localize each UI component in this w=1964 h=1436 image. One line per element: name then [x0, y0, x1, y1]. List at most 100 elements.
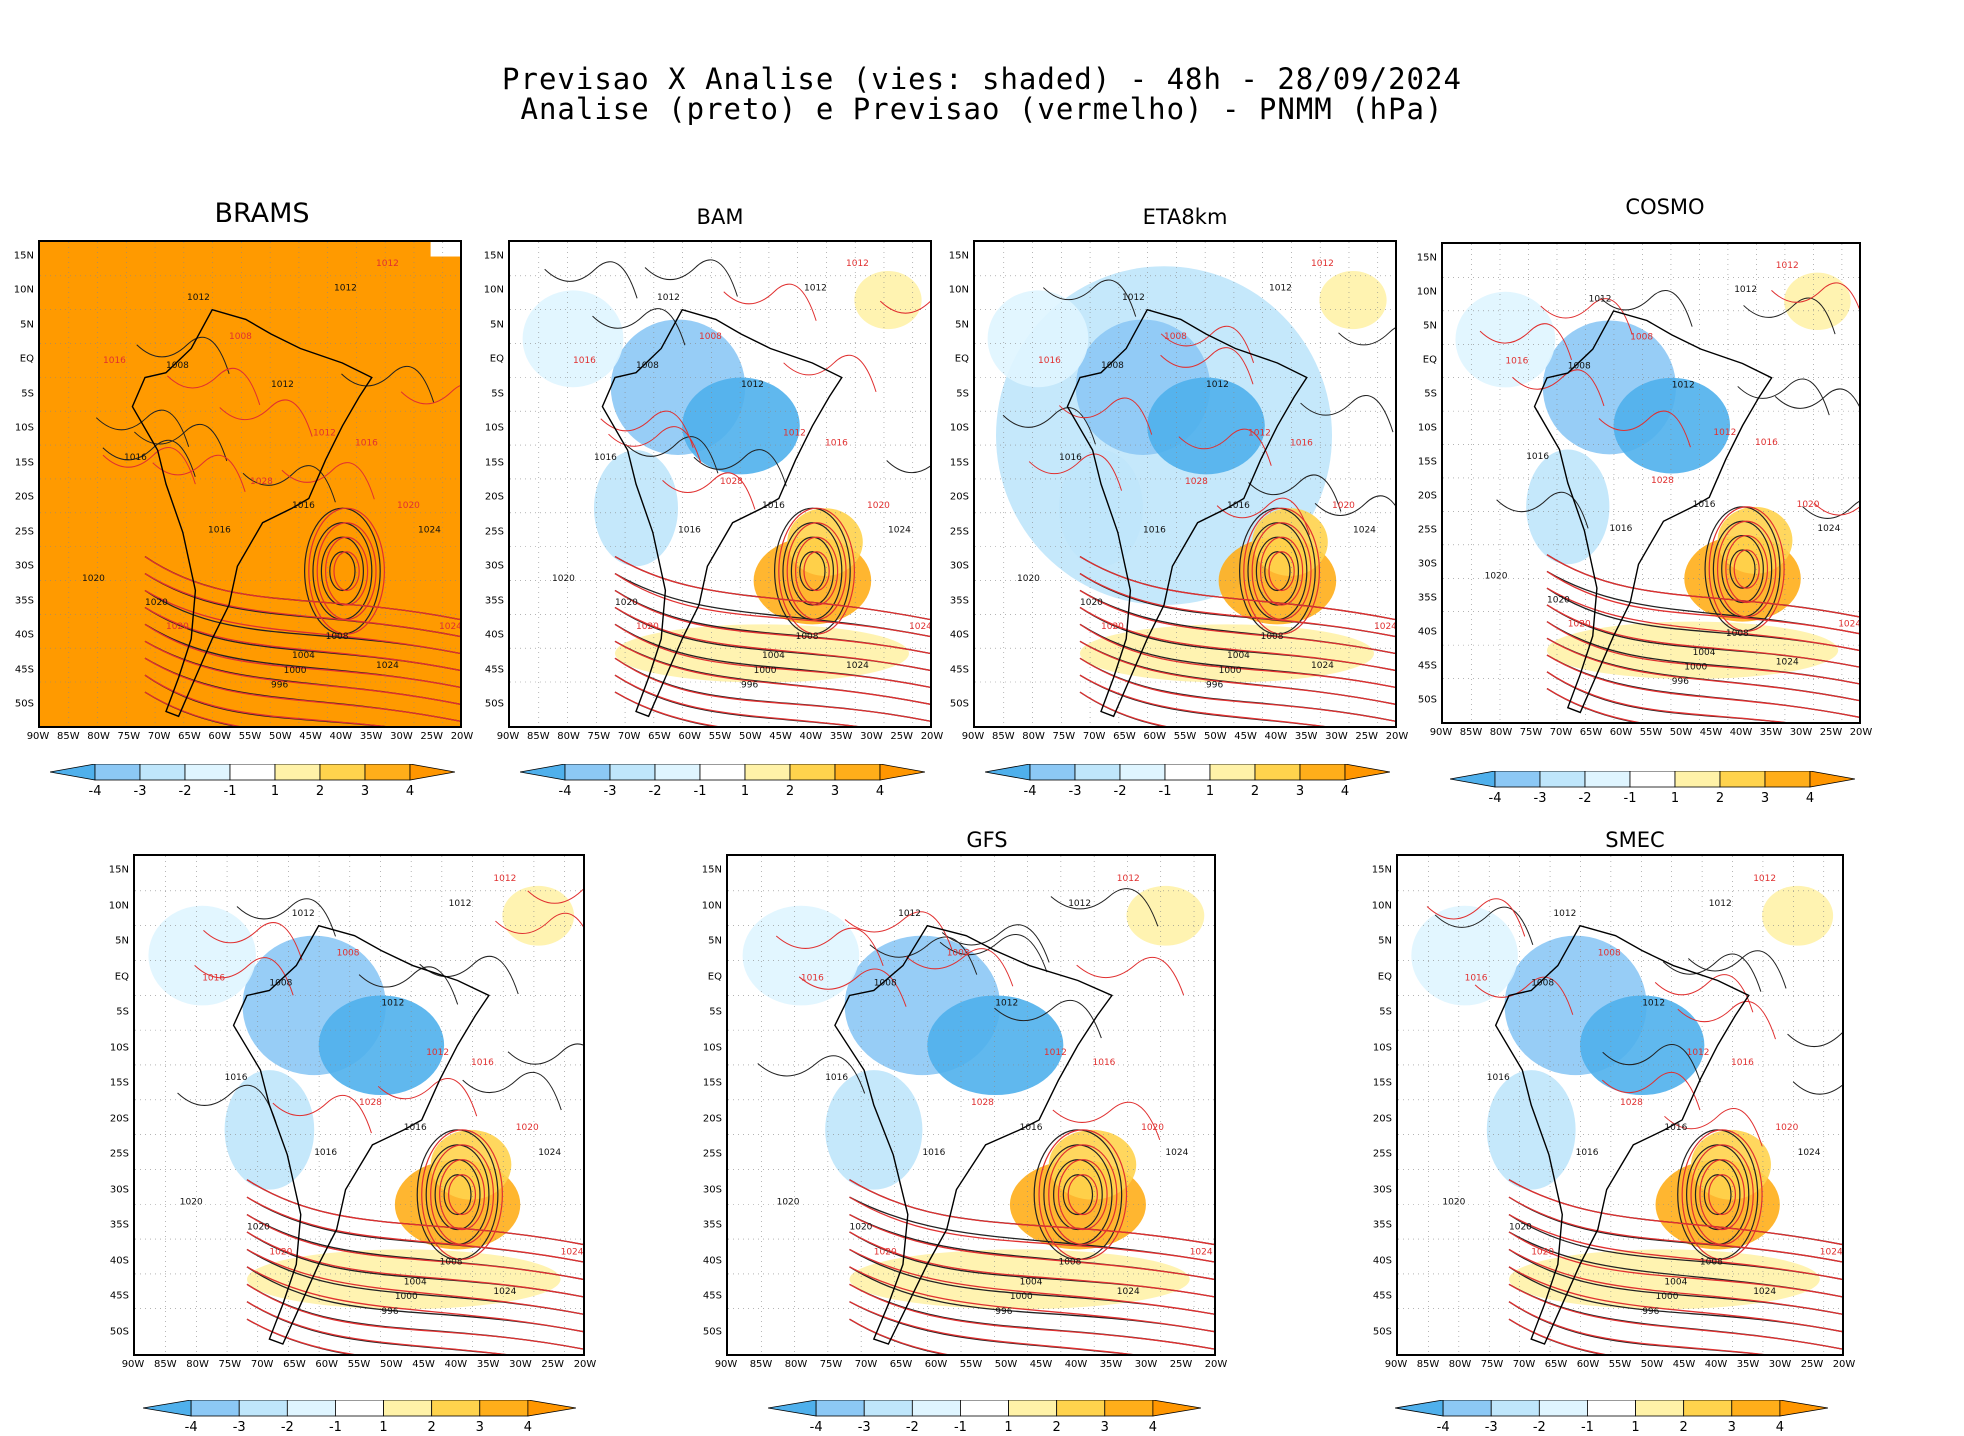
isobar-line	[1052, 1101, 1161, 1141]
low-pressure-isobar	[1048, 1144, 1118, 1246]
isobar-label: 1024	[1776, 658, 1799, 668]
longitude-tick-label: 30W	[390, 731, 413, 742]
bias-shading-area	[742, 905, 860, 1006]
longitude-tick-label: 70W	[617, 731, 641, 742]
bias-shading-area	[594, 450, 678, 567]
longitude-tick-label: 85W	[56, 731, 80, 742]
longitude-tick-label: 55W	[347, 1359, 371, 1370]
colorbar-segment	[190, 1399, 240, 1417]
longitude-tick-label: 35W	[1736, 1359, 1760, 1370]
longitude-tick-label: 90W	[26, 731, 50, 742]
isobar-line	[144, 657, 460, 722]
colorbar-segment	[1683, 1399, 1733, 1417]
longitude-tick-label: 45W	[412, 1359, 435, 1370]
isobar-line	[219, 399, 313, 437]
colorbar-segment	[1209, 763, 1256, 781]
map-panel-smec: 1012 1008 1012 1016 1020 1024 1016 1008 1004 1000…	[1396, 854, 1844, 1356]
isobar-line	[507, 1043, 583, 1065]
colorbar-tick-label: -1	[1623, 791, 1637, 806]
isobar-label: 1008	[1598, 949, 1621, 959]
isobar-label: 1028	[359, 1098, 382, 1108]
isobar-line	[95, 409, 190, 447]
isobar-line	[1508, 1231, 1842, 1298]
south-america-coastline	[1494, 924, 1750, 1345]
longitude-tick-label: 50W	[1203, 731, 1227, 742]
isobar-line	[1546, 637, 1859, 702]
colorbar-segment	[834, 763, 881, 781]
low-pressure-isobar	[795, 536, 839, 606]
low-pressure-isobar	[1725, 534, 1769, 604]
colorbar-boxes	[1449, 770, 1856, 788]
colorbar-boxes	[984, 763, 1391, 781]
isobar-label: 1020	[1568, 619, 1591, 629]
latitude-tick-label: 50S	[109, 1326, 129, 1338]
isobar-label: 1020	[552, 574, 575, 584]
map-panel-unnamed: 1012 1008 1012 1016 1020 1024 1016 1008 1004 1000…	[133, 854, 585, 1356]
isobar-label: 1008	[947, 949, 970, 959]
low-pressure-isobar	[439, 1159, 486, 1231]
latitude-tick-label: 50S	[949, 698, 969, 710]
isobar-line	[102, 447, 196, 485]
longitude-tick-label: 80W	[784, 1359, 808, 1370]
isobar-line	[1076, 956, 1185, 996]
latitude-axis: 15N 10N 5N EQ 5S 10S 15S 20S 25S 30S 35S 40S 45S 50S	[1356, 854, 1392, 1356]
colorbar-tick-label: 1	[1004, 1420, 1013, 1435]
isobar-line	[1546, 570, 1859, 635]
latitude-tick-label: 10S	[1372, 1042, 1392, 1054]
colorbar-tick-label: -2	[1113, 784, 1127, 799]
longitude-tick-label: 65W	[1113, 731, 1136, 742]
latitude-tick-label: 25S	[1372, 1148, 1392, 1160]
isobar-label: 1020	[82, 574, 105, 584]
colorbar-segment	[1254, 763, 1301, 781]
low-pressure-isobar	[1243, 507, 1321, 635]
isobar-label: 1012	[493, 874, 516, 884]
map-canvas: 1012 1008 1012 1016 1020 1024 1016 1008 1004 1000…	[135, 856, 583, 1354]
colorbar-tick-label: -1	[1158, 784, 1172, 799]
isobar-label: 1016	[1093, 1058, 1116, 1068]
isobar-label: 1020	[777, 1198, 800, 1208]
latitude-tick-label: 35S	[1372, 1219, 1392, 1231]
isobar-label: 1008	[1101, 361, 1124, 371]
colorbar-tick-label: -3	[1068, 784, 1082, 799]
longitude-tick-label: 20W	[920, 731, 944, 742]
isobar-line	[614, 691, 719, 726]
isobar-label: 1012	[783, 429, 806, 439]
isobar-label: 1016	[1755, 438, 1778, 448]
low-pressure-isobar	[1057, 1159, 1108, 1231]
isobar-label: 1012	[1206, 380, 1229, 390]
isobar-label: 1024	[1311, 661, 1334, 671]
low-pressure-isobar	[799, 551, 826, 592]
isobar-label: 996	[1672, 677, 1689, 687]
colorbar-tick-label: 1	[270, 784, 280, 799]
longitude-tick-label: 30W	[509, 1359, 532, 1370]
longitude-tick-label: 35W	[1294, 731, 1318, 742]
isobar-label: 1016	[202, 974, 225, 984]
latitude-tick-label: 5N	[115, 935, 129, 947]
low-pressure-isobar	[1729, 549, 1756, 589]
isobar-line	[1546, 654, 1859, 718]
longitude-tick-label: 45W	[299, 731, 322, 742]
longitude-tick-label: 45W	[769, 731, 792, 742]
isobar-label: 1012	[1269, 283, 1292, 293]
longitude-tick-label: 90W	[1384, 1359, 1408, 1370]
isobar-label: 1016	[1505, 357, 1528, 367]
isobar-label: 1008	[326, 632, 349, 642]
isobar-label: 1012	[1734, 285, 1757, 295]
low-pressure-isobar	[1690, 1144, 1754, 1246]
isobar-line	[1743, 297, 1836, 335]
longitude-tick-label: 25W	[420, 731, 444, 742]
longitude-tick-label: 50W	[268, 731, 292, 742]
longitude-axis: 90W 85W 80W 75W 70W 65W 60W 55W 50W 45W 40W 35W 30W 2…	[27, 731, 474, 745]
longitude-tick-label: 35W	[476, 1359, 500, 1370]
isobar-label: 1024	[1753, 1287, 1776, 1297]
isobar-line	[1813, 502, 1859, 516]
latitude-tick-label: 25S	[484, 526, 504, 538]
isobar-label: 1024	[418, 525, 441, 535]
longitude-tick-label: 25W	[1355, 731, 1379, 742]
isobar-line	[1654, 974, 1754, 1013]
latitude-tick-label: 45S	[14, 664, 34, 676]
low-pressure-isobar	[1264, 551, 1291, 592]
longitude-tick-label: 70W	[1549, 727, 1573, 738]
isobar-label: 1012	[1311, 259, 1334, 269]
isobar-line	[775, 927, 884, 967]
